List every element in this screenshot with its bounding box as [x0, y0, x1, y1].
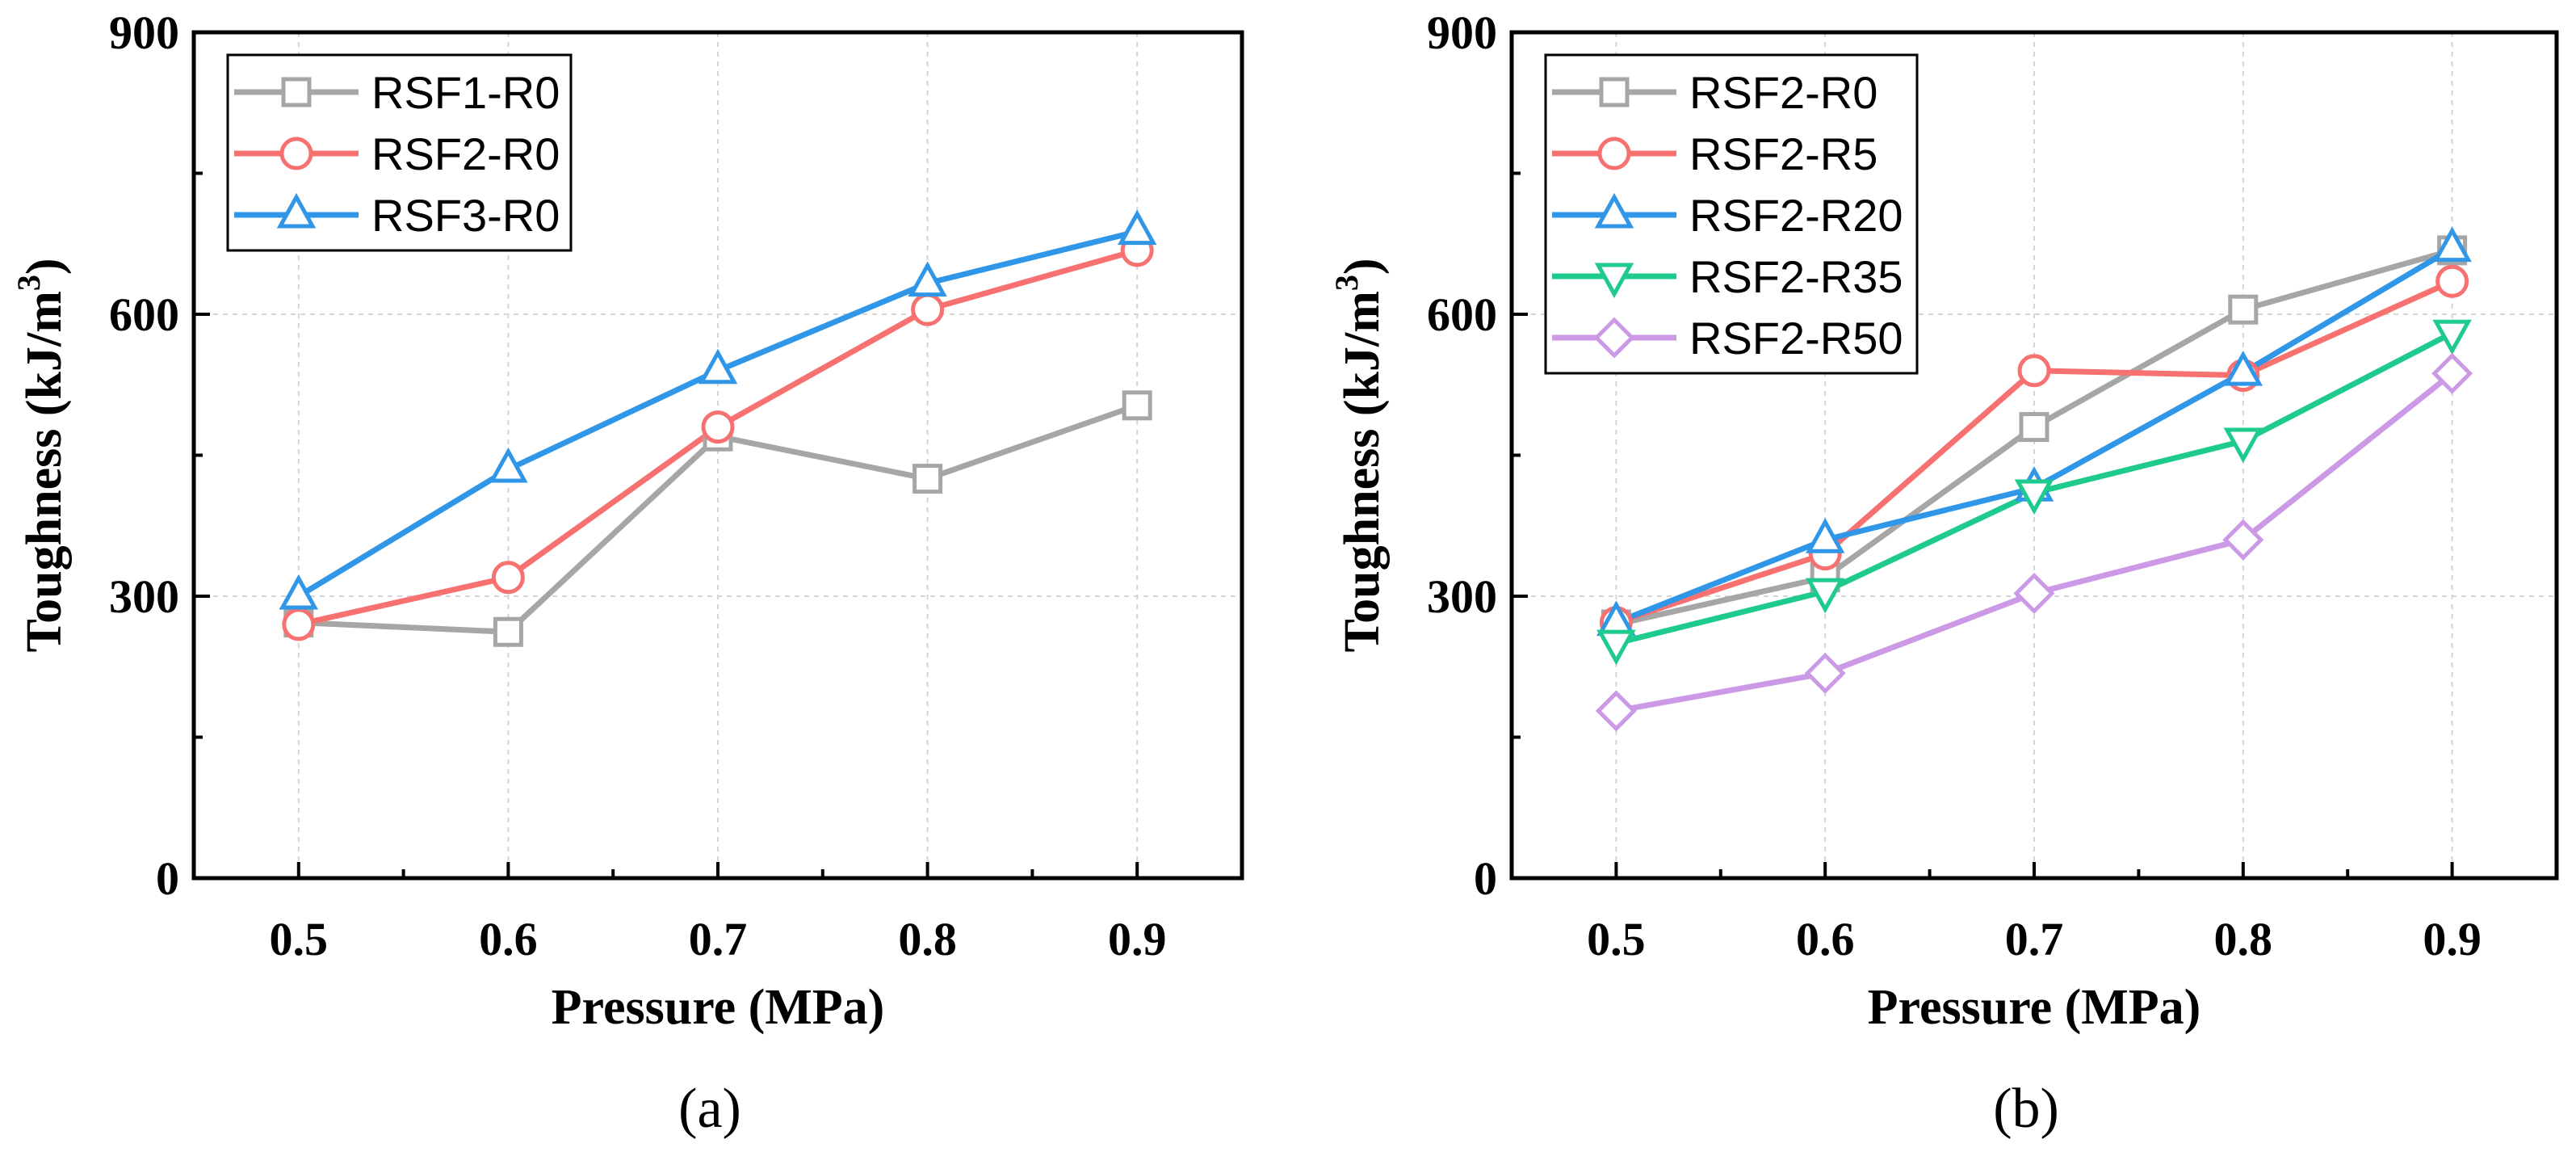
data-point-RSF2-R0-3: [2228, 294, 2259, 325]
y-axis-title-main: Toughness (kJ/m: [1335, 291, 1390, 652]
data-point-RSF2-R0-2: [701, 410, 735, 444]
panel-label-b: (b): [1993, 1078, 2059, 1140]
data-point-RSF2-R5-2: [2017, 354, 2051, 388]
data-point-RSF2-R50-4: [2431, 352, 2473, 394]
y-tick-label: 900: [1427, 6, 1497, 59]
y-tick-label: 0: [156, 852, 179, 905]
data-point-RSF3-R0-0: [279, 574, 319, 610]
legend-label-RSF2-R50: RSF2-R50: [1689, 313, 1903, 364]
y-tick-label: 900: [109, 6, 179, 59]
x-tick-label: 0.9: [1108, 913, 1167, 965]
y-axis-title-close: ): [1335, 258, 1390, 275]
legend-label-RSF2-R0: RSF2-R0: [371, 128, 560, 179]
data-point-RSF2-R0-0: [282, 608, 316, 641]
data-point-RSF2-R35-3: [2223, 427, 2263, 464]
legend-label-RSF2-R35: RSF2-R35: [1689, 251, 1903, 302]
data-point-RSF2-R35-2: [2014, 479, 2054, 515]
data-point-RSF2-R0-3: [911, 292, 945, 326]
legend-label-RSF2-R20: RSF2-R20: [1689, 190, 1903, 241]
data-point-RSF3-R0-3: [908, 261, 947, 297]
data-point-RSF3-R0-1: [489, 447, 528, 483]
legend-label-RSF2-R5: RSF2-R5: [1689, 128, 1877, 179]
legend-marker-RSF2-R35: [1594, 263, 1634, 299]
chart-panel-a: 0 300 600 900 0.5 0.6 0.7 0.8 0.9 Pressure (MPa) T…: [10, 6, 1244, 1140]
legend-label-RSF1-R0: RSF1-R0: [371, 67, 560, 118]
legend-label-RSF2-R0: RSF2-R0: [1689, 67, 1877, 118]
data-point-RSF1-R0-3: [913, 464, 943, 494]
x-axis-title: Pressure (MPa): [552, 980, 885, 1035]
data-point-RSF2-R50-3: [2222, 519, 2264, 561]
data-point-RSF3-R0-4: [1117, 209, 1157, 246]
y-axis-title-close: ): [17, 258, 72, 275]
panel-label-a: (a): [678, 1078, 741, 1140]
legend-marker-RSF2-R5: [1597, 137, 1631, 170]
y-tick-label: 300: [109, 570, 179, 623]
data-point-RSF3-R0-2: [698, 348, 738, 385]
legend-marker-RSF2-R50: [1593, 317, 1635, 359]
x-tick-label: 0.8: [2214, 913, 2273, 965]
y-axis-title-superscript: 3: [10, 275, 47, 291]
legend: RSF1-R0 RSF2-R0 RSF3-R0: [226, 53, 573, 252]
y-tick-label: 0: [1474, 852, 1497, 905]
data-point-RSF2-R20-1: [1805, 518, 1845, 553]
y-axis-title: Toughness (kJ/m3): [10, 258, 72, 652]
y-tick-label: 600: [1427, 288, 1497, 341]
x-tick-label: 0.5: [270, 913, 329, 965]
x-tick-label: 0.7: [2005, 913, 2064, 965]
legend-marker-RSF2-R0: [279, 137, 313, 170]
x-tick-label: 0.5: [1587, 913, 1646, 965]
x-tick-label: 0.8: [898, 913, 957, 965]
data-point-RSF2-R5-4: [2435, 264, 2469, 298]
x-tick-label: 0.6: [479, 913, 538, 965]
legend-marker-RSF2-R0: [1599, 77, 1630, 107]
data-point-RSF1-R0-1: [493, 616, 523, 647]
y-axis-title-superscript: 3: [1328, 275, 1365, 291]
data-point-RSF1-R0-4: [1122, 390, 1152, 421]
chart-panel-b: 0 300 600 900 0.5 0.6 0.7 0.8 0.9 Pressure (MPa) T…: [1328, 6, 2559, 1140]
x-axis-title: Pressure (MPa): [1868, 980, 2201, 1035]
legend-marker-RSF2-R20: [1594, 192, 1634, 229]
data-point-RSF2-R20-3: [2223, 350, 2263, 386]
data-point-RSF2-R35-4: [2432, 319, 2472, 355]
data-point-RSF2-R50-2: [2013, 572, 2055, 615]
x-tick-label: 0.7: [689, 913, 748, 965]
y-axis-title: Toughness (kJ/m3): [1328, 258, 1390, 652]
x-tick-label: 0.6: [1796, 913, 1855, 965]
data-point-RSF2-R35-1: [1805, 578, 1845, 614]
data-point-RSF2-R50-0: [1595, 690, 1637, 732]
data-point-RSF2-R0-1: [491, 561, 525, 595]
legend-label-RSF3-R0: RSF3-R0: [371, 190, 560, 241]
legend: RSF2-R0 RSF2-R5 RSF2-R20 RSF2-R35 RSF2-R50: [1544, 53, 1919, 375]
legend-marker-RSF1-R0: [281, 77, 312, 107]
data-point-RSF2-R50-1: [1804, 652, 1846, 694]
y-tick-label: 300: [1427, 570, 1497, 623]
data-point-RSF2-R35-0: [1596, 629, 1636, 666]
legend-marker-RSF3-R0: [276, 192, 317, 229]
x-tick-label: 0.9: [2423, 913, 2482, 965]
data-point-RSF2-R20-4: [2432, 226, 2472, 263]
y-axis-title-main: Toughness (kJ/m: [17, 291, 72, 652]
data-point-RSF2-R0-2: [2019, 412, 2049, 443]
y-tick-label: 600: [109, 288, 179, 341]
